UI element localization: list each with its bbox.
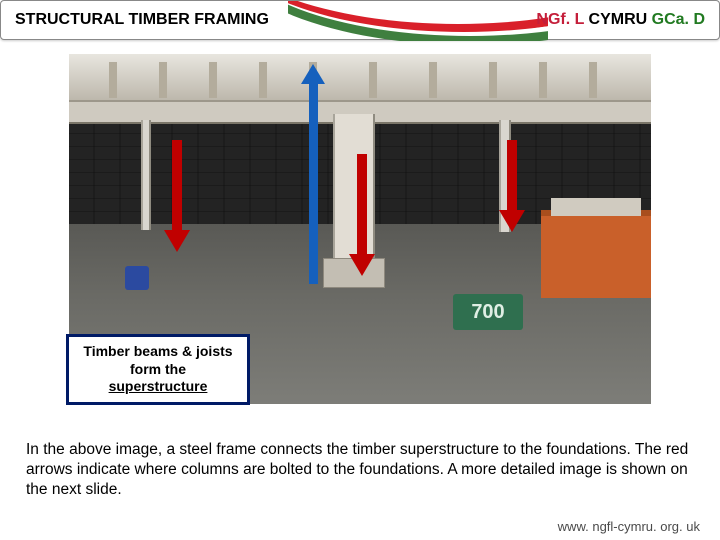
ceiling-joist <box>159 62 167 98</box>
orange-skip <box>541 210 651 298</box>
brand-ngfl: NGf. L <box>536 11 588 28</box>
column-base <box>323 258 385 288</box>
slide-title: STRUCTURAL TIMBER FRAMING <box>15 11 269 29</box>
brand-label: NGf. L CYMRU GCa. D <box>536 11 705 29</box>
brand-cymru: CYMRU <box>589 11 652 28</box>
callout-line1: Timber beams & joists <box>77 343 239 361</box>
ceiling <box>69 54 651 100</box>
body-text: In the above image, a steel frame connec… <box>26 440 694 499</box>
footer-url: www. ngfl-cymru. org. uk <box>558 519 700 534</box>
ceiling-joist <box>489 62 497 98</box>
brand-swoosh <box>288 1 548 41</box>
green-stamp: 700 <box>453 294 523 330</box>
ceiling-joist <box>109 62 117 98</box>
callout-line2: form the <box>77 361 239 379</box>
ceiling-joist <box>539 62 547 98</box>
callout-line3: superstructure <box>77 378 239 396</box>
callout-box: Timber beams & joists form the superstru… <box>66 334 250 405</box>
ceiling-joist <box>309 62 317 98</box>
brand-gcad: GCa. D <box>652 11 705 28</box>
ceiling-joist <box>369 62 377 98</box>
ceiling-joist <box>429 62 437 98</box>
ceiling-joist <box>259 62 267 98</box>
ceiling-joist <box>589 62 597 98</box>
steel-column <box>141 120 151 230</box>
steel-column <box>333 114 375 278</box>
ceiling-joist <box>209 62 217 98</box>
header-bar: STRUCTURAL TIMBER FRAMING NGf. L CYMRU G… <box>0 0 720 40</box>
blue-bucket <box>125 266 149 290</box>
steel-column <box>499 120 511 232</box>
